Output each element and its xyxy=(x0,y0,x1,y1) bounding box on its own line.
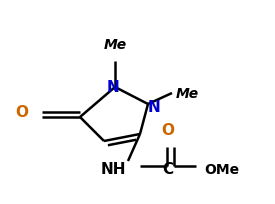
Text: Me: Me xyxy=(176,86,199,101)
Text: C: C xyxy=(163,162,174,177)
Text: Me: Me xyxy=(103,38,127,52)
Text: N: N xyxy=(148,100,161,115)
Text: O: O xyxy=(161,122,175,137)
Text: NH: NH xyxy=(100,162,126,177)
Text: OMe: OMe xyxy=(204,162,239,176)
Text: N: N xyxy=(107,80,119,95)
Text: O: O xyxy=(15,105,28,120)
